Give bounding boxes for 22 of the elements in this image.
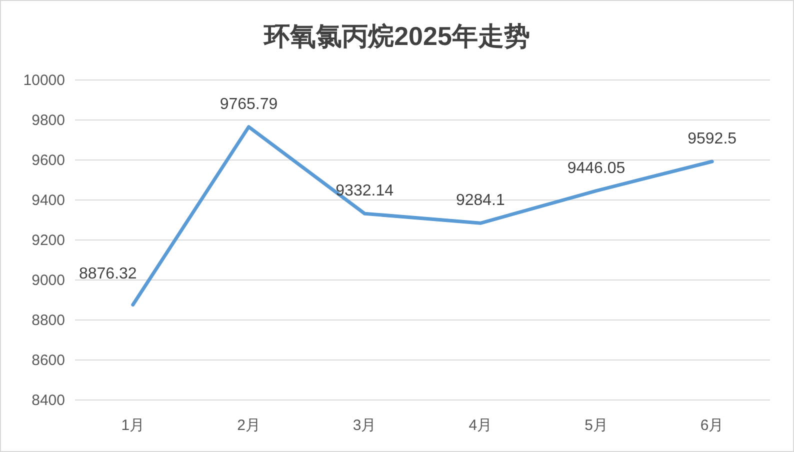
x-tick-label: 4月: [468, 417, 492, 434]
y-tick-label: 9200: [32, 232, 65, 249]
data-label: 9284.1: [456, 192, 505, 210]
x-tick-label: 6月: [700, 417, 724, 434]
y-tick-label: 9400: [32, 192, 65, 209]
y-tick-label: 8400: [32, 392, 65, 409]
y-tick-label: 9000: [32, 272, 65, 289]
data-label: 9332.14: [336, 182, 394, 200]
y-tick-label: 10000: [23, 72, 65, 89]
y-tick-label: 8600: [32, 352, 65, 369]
x-tick-label: 3月: [352, 417, 376, 434]
y-tick-label: 9800: [32, 112, 65, 129]
data-label: 8876.32: [78, 266, 137, 283]
x-tick-label: 2月: [237, 417, 260, 434]
x-tick-label: 1月: [121, 417, 145, 434]
y-tick-label: 8800: [32, 312, 65, 329]
data-label: 9446.05: [567, 160, 626, 177]
chart-title: 环氧氯丙烷2025年走势: [263, 21, 530, 51]
y-tick-label: 9600: [32, 152, 65, 169]
data-label: 9592.5: [688, 130, 737, 148]
x-tick-label: 5月: [584, 417, 608, 434]
data-label: 9765.79: [220, 96, 278, 113]
